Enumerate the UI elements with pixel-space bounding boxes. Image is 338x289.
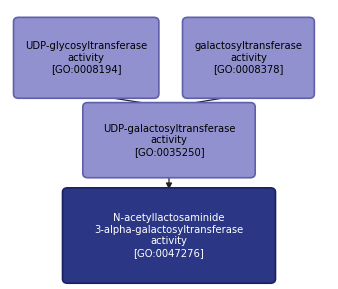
FancyBboxPatch shape [63,188,275,283]
FancyBboxPatch shape [83,103,255,178]
Text: UDP-glycosyltransferase
activity
[GO:0008194]: UDP-glycosyltransferase activity [GO:000… [25,41,147,74]
FancyBboxPatch shape [183,17,314,98]
Text: N-acetyllactosaminide
3-alpha-galactosyltransferase
activity
[GO:0047276]: N-acetyllactosaminide 3-alpha-galactosyl… [94,213,244,258]
FancyBboxPatch shape [14,17,159,98]
Text: galactosyltransferase
activity
[GO:0008378]: galactosyltransferase activity [GO:00083… [194,41,303,74]
Text: UDP-galactosyltransferase
activity
[GO:0035250]: UDP-galactosyltransferase activity [GO:0… [103,124,235,157]
